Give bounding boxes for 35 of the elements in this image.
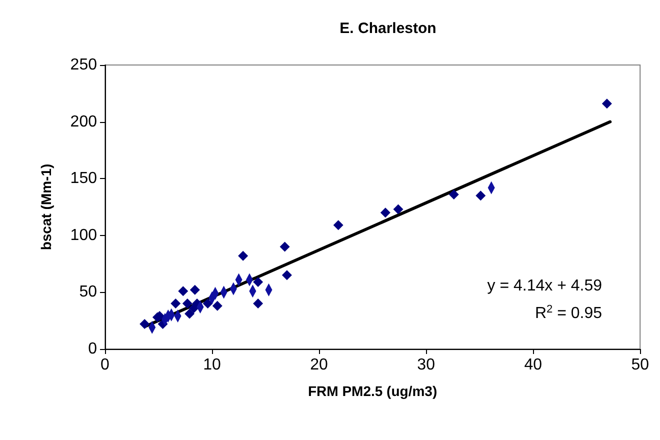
point (476, 190, 486, 201)
annotation: y = 4.14x + 4.59 (487, 278, 602, 294)
y-axis-title: bscat (Mm-1) (38, 164, 54, 250)
point (178, 286, 188, 296)
point (140, 319, 150, 330)
x-axis-title: FRM PM2.5 (ug/m3) (308, 383, 438, 399)
point (282, 270, 292, 280)
point (280, 242, 290, 252)
point (333, 220, 344, 230)
point (212, 300, 222, 311)
point (602, 98, 612, 109)
point (202, 298, 213, 309)
point (448, 190, 459, 200)
y-tick-label: 150 (70, 170, 98, 188)
y-tick-label: 100 (70, 226, 98, 244)
x-tick-label: 20 (310, 356, 328, 374)
x-tick-label: 40 (524, 356, 542, 374)
x-tick-label: 30 (417, 356, 436, 374)
point (170, 298, 181, 309)
point (253, 298, 264, 309)
chart-title: E. Charleston (340, 20, 436, 37)
x-tick-label: 50 (631, 356, 650, 374)
point (238, 250, 248, 261)
x-tick-label: 10 (203, 356, 222, 374)
point (253, 276, 264, 287)
y-tick-label: 200 (70, 113, 98, 130)
point (184, 308, 195, 319)
y-tick-label: 250 (70, 56, 98, 74)
point (393, 204, 404, 214)
point (182, 298, 192, 309)
point (190, 284, 200, 295)
y-tick-label: 50 (79, 284, 98, 301)
y-tick-label: 0 (88, 340, 98, 358)
point (380, 208, 390, 218)
x-tick-label: 0 (100, 356, 110, 374)
